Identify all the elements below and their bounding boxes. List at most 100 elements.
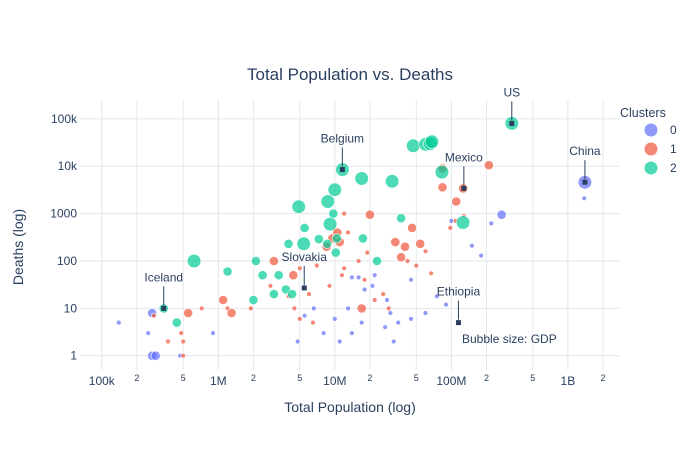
annotation-marker bbox=[509, 120, 515, 126]
data-point bbox=[250, 256, 261, 266]
data-point bbox=[581, 195, 587, 202]
legend-marker-1 bbox=[644, 142, 658, 156]
annotation-iceland: Iceland bbox=[144, 270, 183, 311]
data-point bbox=[257, 270, 268, 281]
x-tick-label: 2 bbox=[484, 373, 489, 383]
data-point bbox=[171, 317, 182, 328]
data-point bbox=[451, 196, 462, 207]
data-point bbox=[301, 313, 308, 319]
data-point bbox=[408, 277, 414, 283]
data-point bbox=[341, 265, 347, 271]
legend-item-0[interactable]: 0 bbox=[644, 123, 678, 137]
data-point bbox=[407, 222, 417, 233]
data-point bbox=[349, 330, 355, 336]
y-axis-label: Deaths (log) bbox=[10, 209, 26, 285]
legend-item-1[interactable]: 1 bbox=[644, 142, 678, 156]
data-point bbox=[361, 286, 368, 293]
data-point bbox=[434, 165, 450, 180]
data-point bbox=[400, 241, 410, 252]
y-axis-ticks: 1 10 100 1000 10k 100k bbox=[50, 112, 78, 363]
annotation-label: Slovakia bbox=[282, 250, 328, 264]
data-point bbox=[372, 272, 378, 278]
data-point bbox=[218, 295, 228, 305]
annotation-marker bbox=[161, 305, 167, 311]
data-point bbox=[291, 199, 306, 214]
annotation-china: China bbox=[569, 144, 601, 185]
data-point bbox=[283, 238, 294, 249]
annotation-label: Ethiopia bbox=[437, 285, 481, 299]
data-point bbox=[349, 274, 355, 281]
data-point bbox=[356, 303, 367, 314]
data-point bbox=[369, 283, 376, 289]
data-point bbox=[396, 213, 406, 224]
data-point bbox=[150, 350, 161, 361]
data-point bbox=[178, 330, 184, 336]
data-point bbox=[288, 270, 299, 281]
data-point bbox=[408, 316, 414, 322]
legend: Clusters 0 1 2 bbox=[620, 106, 677, 175]
data-point bbox=[297, 316, 303, 322]
data-point bbox=[145, 330, 151, 336]
x-tick-label: 5 bbox=[297, 373, 302, 383]
annotation-marker bbox=[582, 179, 588, 185]
x-tick-label: 5 bbox=[181, 373, 186, 383]
legend-marker-0 bbox=[644, 123, 658, 137]
data-points bbox=[116, 116, 593, 361]
y-tick-label: 100k bbox=[51, 112, 78, 126]
data-point bbox=[226, 308, 237, 318]
annotation-marker bbox=[455, 320, 461, 326]
data-point bbox=[384, 297, 390, 303]
data-point bbox=[387, 310, 394, 316]
x-tick-label: 10M bbox=[323, 374, 346, 388]
data-point bbox=[323, 217, 338, 232]
annotation-label: Mexico bbox=[445, 150, 483, 164]
data-point bbox=[116, 319, 122, 326]
data-point bbox=[355, 258, 362, 264]
bubble-size-note: Bubble size: GDP bbox=[462, 332, 557, 346]
data-point bbox=[311, 305, 317, 312]
annotation-marker bbox=[461, 185, 467, 191]
data-point bbox=[447, 225, 453, 231]
data-point bbox=[437, 182, 448, 193]
x-tick-label: 1B bbox=[561, 374, 576, 388]
data-point bbox=[361, 277, 368, 283]
data-point bbox=[413, 262, 419, 269]
data-point bbox=[354, 171, 369, 186]
data-point bbox=[404, 258, 411, 264]
grid bbox=[80, 100, 620, 370]
x-tick-label: 2 bbox=[600, 373, 605, 383]
x-tick-label: 5 bbox=[414, 373, 419, 383]
data-point bbox=[210, 330, 216, 336]
data-point bbox=[357, 233, 368, 244]
legend-label-1: 1 bbox=[670, 142, 677, 156]
x-tick-label: 100k bbox=[89, 374, 116, 388]
data-point bbox=[422, 248, 429, 255]
annotation-ethiopia: Ethiopia bbox=[437, 285, 481, 326]
data-point bbox=[434, 293, 440, 299]
data-point bbox=[443, 301, 449, 308]
data-point bbox=[313, 234, 324, 244]
data-point bbox=[165, 338, 171, 345]
data-point bbox=[396, 252, 406, 263]
annotations: US Belgium Mexico China Iceland Slovakia Ethio… bbox=[144, 85, 601, 326]
data-point bbox=[314, 262, 320, 269]
annotation-label: US bbox=[503, 85, 520, 99]
annotation-label: Belgium bbox=[321, 132, 364, 146]
data-point bbox=[295, 338, 301, 345]
series-2 bbox=[158, 116, 519, 328]
chart-title: Total Population vs. Deaths bbox=[247, 65, 453, 84]
data-point bbox=[364, 249, 370, 256]
legend-label-0: 0 bbox=[670, 123, 677, 137]
annotation-belgium: Belgium bbox=[321, 132, 364, 173]
data-point bbox=[330, 247, 341, 258]
data-point bbox=[469, 243, 475, 249]
x-axis-label: Total Population (log) bbox=[284, 399, 416, 415]
legend-title: Clusters bbox=[620, 106, 666, 120]
data-point bbox=[187, 253, 202, 269]
annotation-slovakia: Slovakia bbox=[282, 250, 328, 291]
annotation-label: China bbox=[569, 144, 601, 158]
y-tick-label: 100 bbox=[57, 254, 77, 268]
data-point bbox=[339, 272, 345, 278]
legend-item-2[interactable]: 2 bbox=[644, 161, 678, 175]
data-point bbox=[287, 289, 297, 299]
